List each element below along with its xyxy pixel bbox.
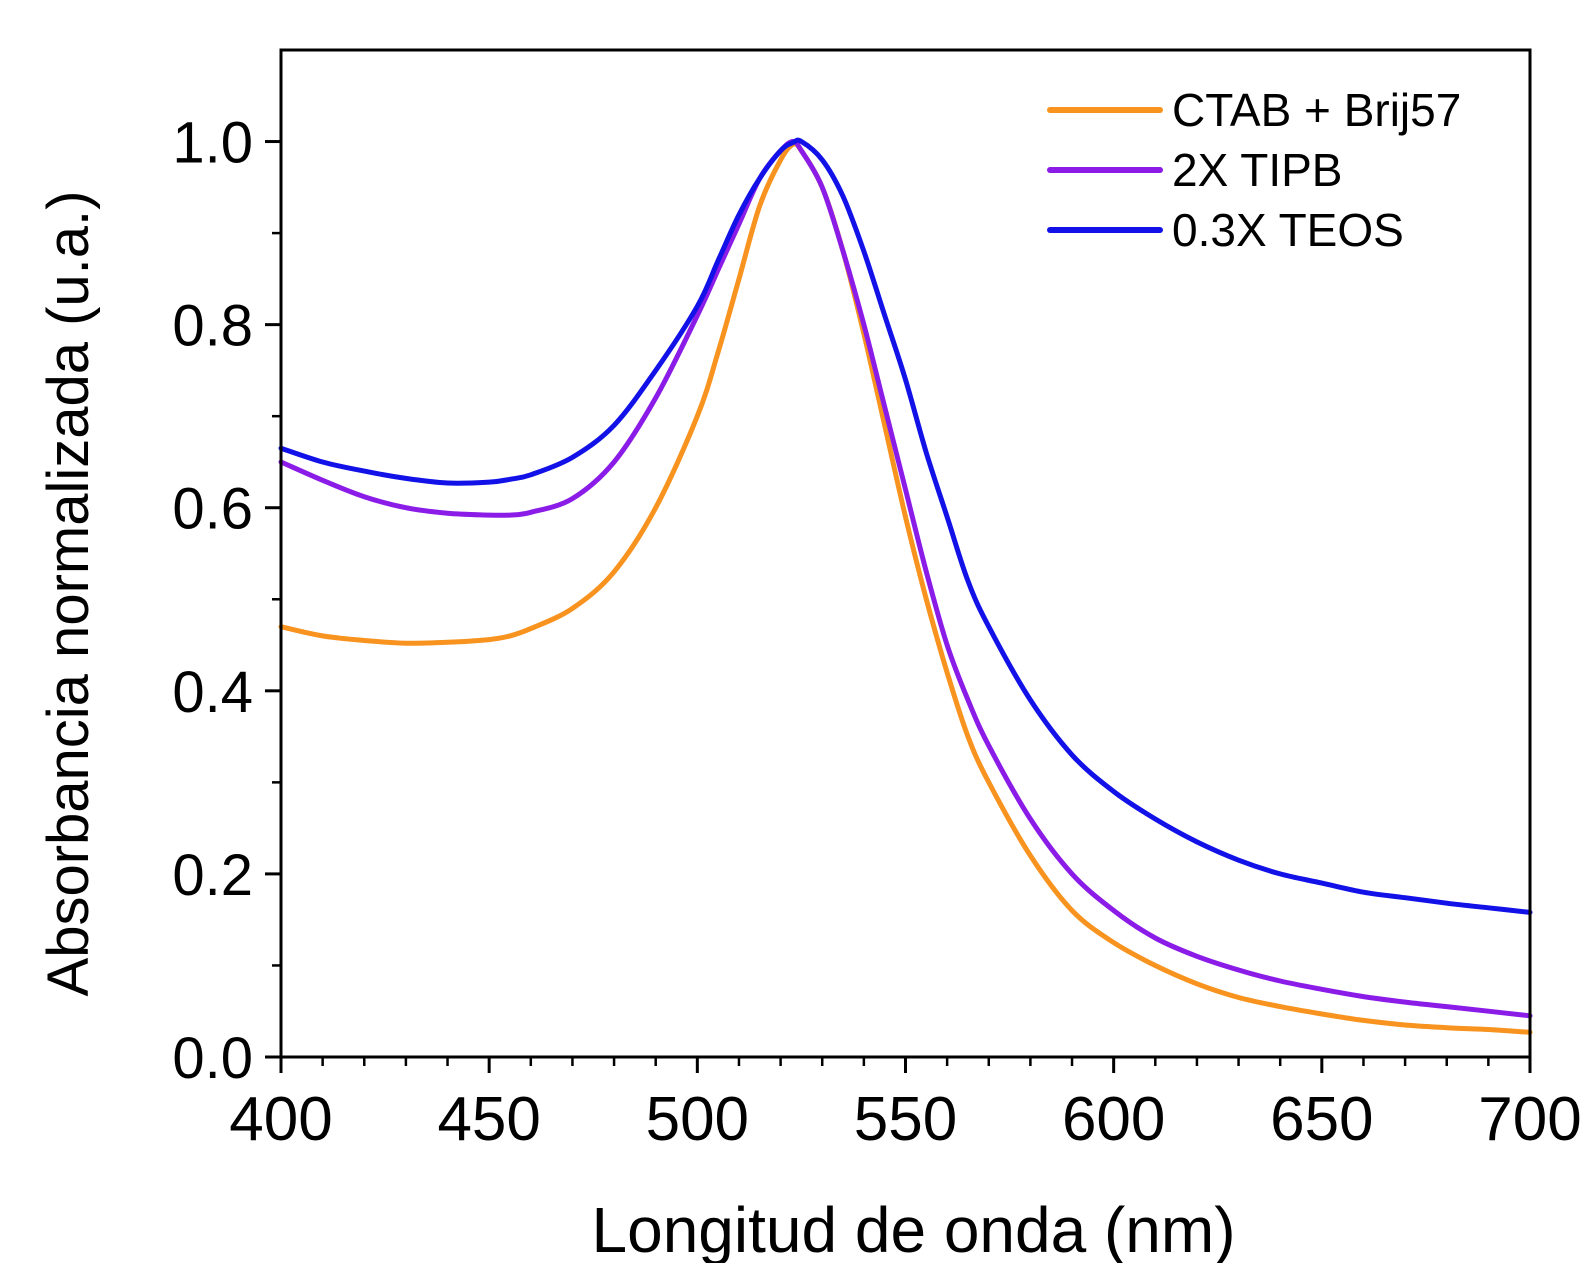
y-tick-label: 0.6 <box>172 477 253 542</box>
y-tick-label: 0.0 <box>172 1026 253 1091</box>
y-axis-title: Absorbancia normalizada (u.a.) <box>36 191 101 997</box>
x-tick-label: 500 <box>646 1085 749 1154</box>
legend-label: CTAB + Brij57 <box>1172 84 1461 136</box>
y-tick-label: 1.0 <box>172 111 253 176</box>
series-layer <box>278 137 1533 1035</box>
x-tick-label: 400 <box>229 1085 332 1154</box>
plot-frame <box>279 48 1532 1059</box>
x-tick-label: 600 <box>1062 1085 1165 1154</box>
legend: CTAB + Brij57 2X TIPB 0.3X TEOS <box>1047 84 1461 256</box>
x-tick-label: 450 <box>437 1085 540 1154</box>
y-tick-label: 0.2 <box>172 843 253 908</box>
x-tick-label: 550 <box>854 1085 957 1154</box>
x-tick-label: 700 <box>1478 1085 1581 1154</box>
y-tick-label: 0.4 <box>172 660 253 725</box>
x-tick-label: 650 <box>1270 1085 1373 1154</box>
labels-layer: 400 450 500 550 600 650 700 0.0 0.2 0.4 0.6 0.8 1.0 <box>172 111 1581 1154</box>
series-line-2 <box>278 139 1533 1019</box>
series-line-3 <box>278 137 1533 915</box>
legend-label: 0.3X TEOS <box>1172 204 1404 256</box>
legend-label: 2X TIPB <box>1172 144 1342 196</box>
y-tick-label: 0.8 <box>172 294 253 359</box>
x-axis-title: Longitud de onda (nm) <box>592 1194 1236 1263</box>
